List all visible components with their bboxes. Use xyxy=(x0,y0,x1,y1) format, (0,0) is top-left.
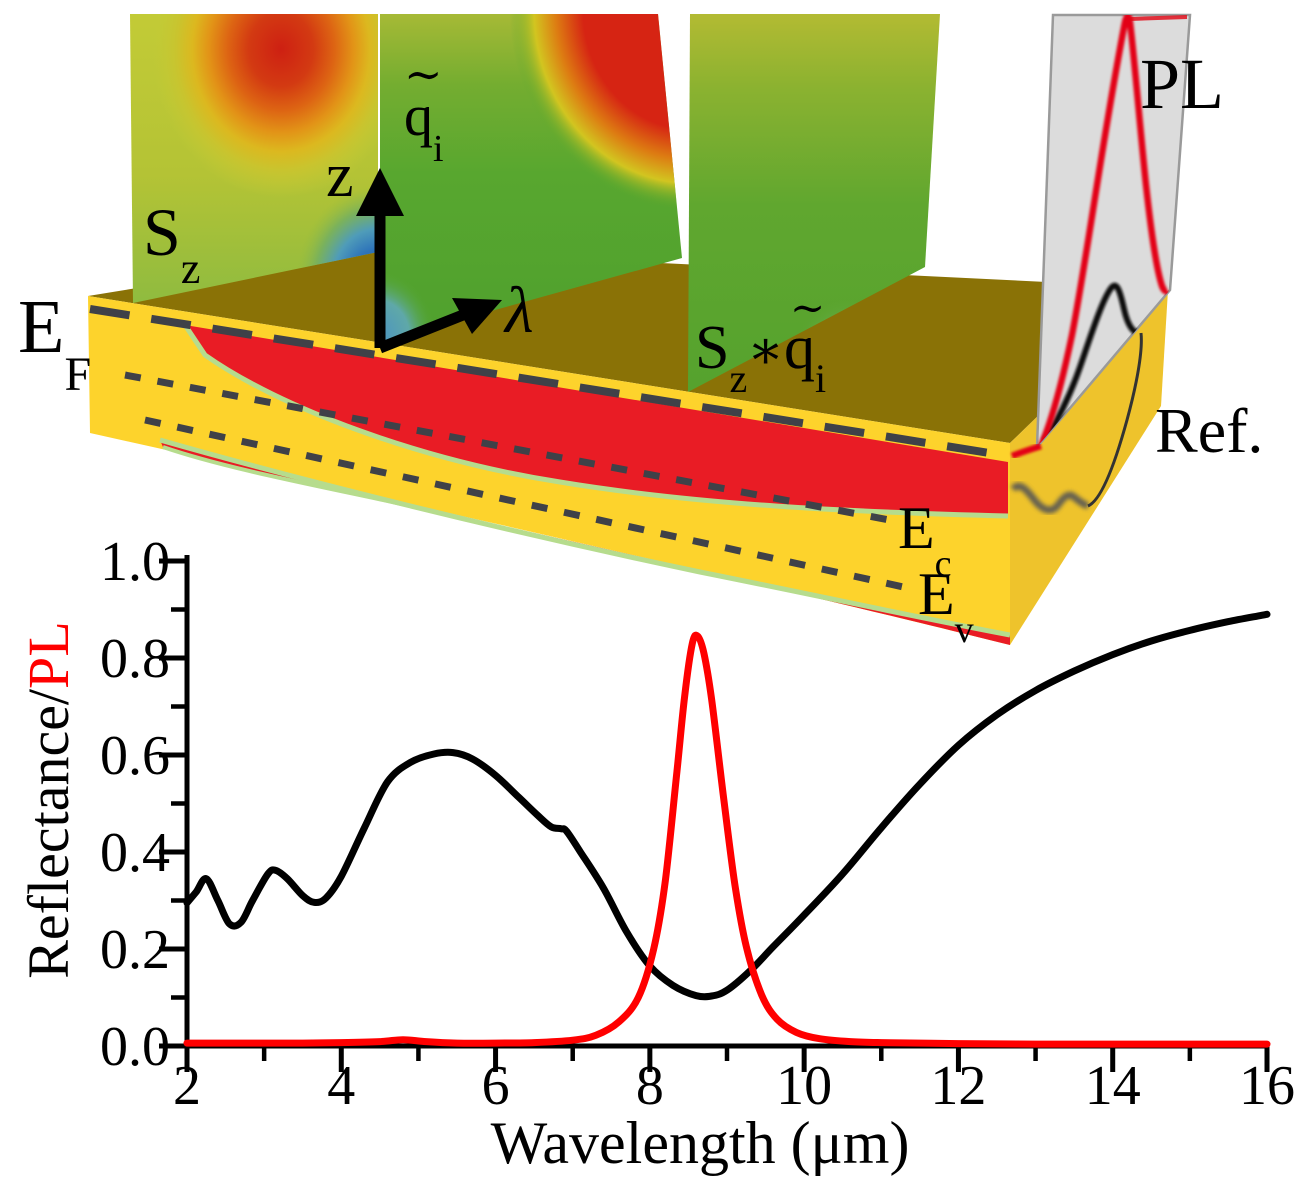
z-axis-arrow xyxy=(356,168,404,348)
x-tick-label: 14 xyxy=(1085,1055,1141,1117)
szqi-panel-label: Sz∗qi xyxy=(695,314,826,401)
slab-side-face xyxy=(1010,290,1168,645)
front-face-upper-red-region xyxy=(185,325,1008,516)
side-face-reflectance-arc xyxy=(1087,332,1143,508)
fermi-level-line xyxy=(89,305,1009,460)
x-tick-label: 4 xyxy=(327,1055,355,1117)
fermi-level-label: EF xyxy=(18,285,91,401)
reference-label: Ref. xyxy=(1155,395,1263,466)
front-face-upper-contour xyxy=(182,323,1009,519)
front-face-lower-contour xyxy=(159,437,1011,638)
qi-panel-label: qi xyxy=(404,83,444,170)
pl-curve xyxy=(183,631,1271,1048)
front-face-lower-contour-left xyxy=(162,445,421,510)
sz-panel-label: Sz xyxy=(143,194,200,293)
x-tick-label: 16 xyxy=(1239,1055,1295,1117)
szqi-tilde: ∼ xyxy=(790,286,825,332)
x-tick-label: 12 xyxy=(930,1055,986,1117)
x-axis-title: Wavelength (μm) xyxy=(491,1110,910,1176)
lambda-axis-label: λ xyxy=(503,274,534,347)
pl-screen-red-curve xyxy=(1038,15,1170,447)
y-tick-label: 0.2 xyxy=(100,919,170,981)
pl-screen-top-red-smear xyxy=(1129,15,1188,21)
x-tick-label: 2 xyxy=(173,1055,201,1117)
y-tick-label: 0.6 xyxy=(100,725,170,787)
reflectance-curve xyxy=(183,610,1271,1001)
pl-screen-black-curve xyxy=(1041,282,1142,443)
slab-top-face xyxy=(88,249,1170,443)
x-tick-label: 8 xyxy=(636,1055,664,1117)
y-tick-label: 0.4 xyxy=(100,822,170,884)
device-3d-illustration: Sz ∼ qi ∼ Sz∗qi PL Ref. EF Ec Ev z λ xyxy=(18,13,1263,651)
z-axis-label: z xyxy=(326,142,354,210)
x-tick-label: 6 xyxy=(482,1055,510,1117)
side-face-reflectance-wiggle xyxy=(1010,482,1090,514)
y-tick-label: 0.8 xyxy=(100,628,170,690)
lambda-axis-arrow xyxy=(377,298,502,354)
spectra-chart: 2 4 6 8 10 12 14 16 0.0 0.2 0.4 0.6 0.8 1.0 Wavelengt… xyxy=(16,531,1295,1176)
conduction-band-label: Ec xyxy=(898,495,952,585)
chart-axes: 2 4 6 8 10 12 14 16 0.0 0.2 0.4 0.6 0.8 1.0 xyxy=(100,531,1295,1117)
y-tick-label: 1.0 xyxy=(100,531,170,593)
pl-screen-red-curve-tail xyxy=(1010,442,1043,460)
qi-tilde: ∼ xyxy=(404,49,443,100)
y-axis-title: Reflectance/PL xyxy=(16,621,81,979)
x-tick-label: 10 xyxy=(776,1055,832,1117)
pl-screen-label: PL xyxy=(1140,44,1224,124)
y-tick-label: 0.0 xyxy=(100,1016,170,1078)
pl-screen-panel xyxy=(1010,13,1192,460)
heatmap-panel-sz xyxy=(130,14,378,303)
valence-band-label: Ev xyxy=(918,561,974,651)
